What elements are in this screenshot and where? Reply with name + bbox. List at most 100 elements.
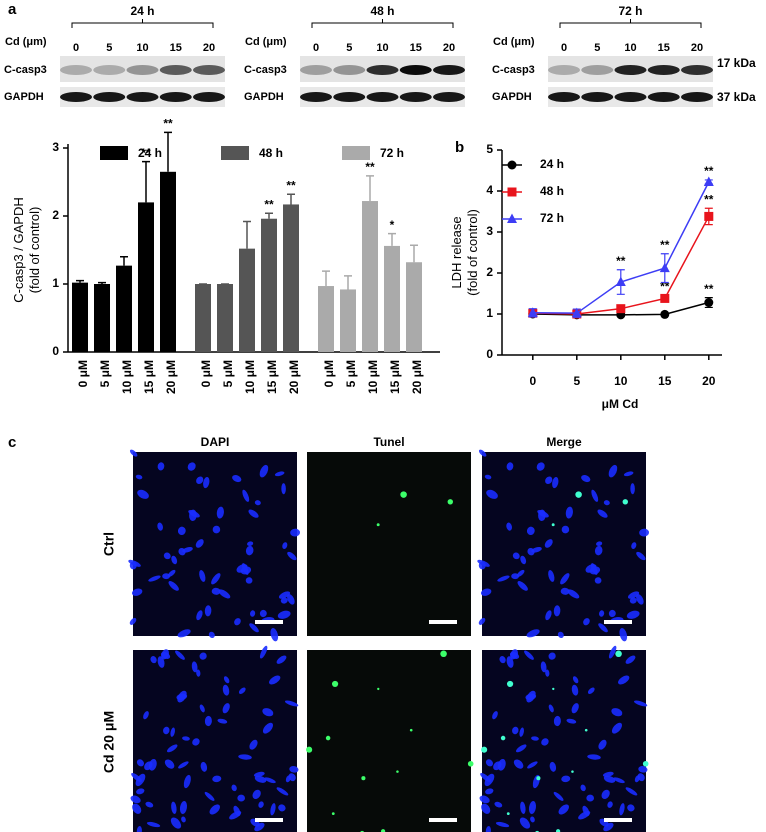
point: [660, 309, 670, 319]
nucleus: [259, 645, 268, 659]
nucleus: [258, 801, 264, 808]
y-tick-label: 3: [52, 140, 59, 154]
y-tick-label: 5: [486, 142, 493, 156]
nucleus: [477, 559, 490, 567]
band: [193, 65, 225, 75]
nucleus: [481, 803, 491, 814]
nucleus: [150, 656, 157, 664]
x-tick-label: 20 μM: [164, 360, 178, 394]
nucleus: [506, 462, 514, 471]
nucleus: [170, 817, 182, 829]
nucleus: [259, 609, 267, 618]
nucleus: [136, 759, 144, 767]
nucleus: [607, 801, 613, 808]
error-bar: [322, 270, 330, 287]
tunel-dot: [331, 680, 339, 688]
tunel-dot: [500, 735, 506, 741]
error-bar: [243, 220, 251, 249]
scale-bar: [604, 620, 632, 624]
band: [581, 65, 614, 75]
tunel-dot: [622, 499, 629, 505]
nucleus: [277, 610, 291, 619]
dose-label: Cd (μm): [493, 36, 535, 48]
nucleus: [242, 489, 250, 502]
nucleus: [234, 618, 241, 626]
nucleus: [168, 581, 179, 591]
row-label: Ctrl: [101, 532, 117, 556]
nucleus: [626, 610, 640, 619]
error-bar: [120, 256, 128, 266]
tunel-dot: [396, 770, 399, 773]
error-bar: [98, 281, 106, 284]
nucleus: [129, 617, 137, 625]
nucleus: [558, 804, 569, 815]
nucleus: [526, 629, 540, 638]
scale-bar: [604, 818, 632, 822]
nucleus: [603, 822, 614, 832]
tunel-dot: [447, 499, 454, 505]
nucleus: [204, 715, 212, 727]
nucleus: [252, 789, 261, 800]
nucleus: [171, 801, 177, 815]
blot-time: 48 h: [370, 4, 394, 18]
nucleus: [538, 509, 546, 521]
legend-label: 72 h: [540, 211, 564, 225]
nucleus: [179, 800, 188, 815]
bar: [94, 284, 110, 352]
nucleus: [585, 564, 597, 573]
x-tick-label: 20 μM: [287, 360, 301, 394]
nucleus: [249, 623, 259, 633]
nucleus: [281, 483, 286, 495]
error-bar: [265, 212, 273, 219]
bar: [340, 289, 356, 352]
micrograph: [130, 645, 299, 832]
nucleus: [572, 676, 579, 684]
row-label: GAPDH: [492, 91, 532, 103]
micrograph: [128, 449, 301, 642]
x-tick-label: 0 μM: [199, 360, 213, 387]
x-tick-label: 20: [702, 374, 716, 388]
nucleus: [513, 759, 524, 769]
error-bar: [142, 160, 150, 203]
nucleus: [178, 761, 189, 769]
nucleus: [479, 795, 490, 804]
nucleus: [587, 754, 601, 760]
nucleus: [130, 795, 141, 804]
nucleus: [553, 605, 561, 617]
nucleus: [278, 804, 286, 812]
nucleus: [629, 597, 637, 604]
tunel-dot: [552, 687, 555, 691]
nucleus: [161, 649, 169, 660]
nucleus: [515, 744, 527, 753]
nucleus: [553, 715, 561, 727]
nucleus: [287, 551, 297, 561]
nucleus: [212, 525, 221, 534]
nucleus: [135, 474, 143, 480]
nucleus: [204, 791, 215, 801]
lane-label: 5: [346, 42, 352, 54]
nucleus: [131, 588, 143, 596]
nucleus: [212, 775, 222, 783]
nucleus: [175, 650, 185, 660]
bar: [362, 201, 378, 352]
band: [433, 65, 465, 75]
nucleus: [170, 727, 175, 737]
nucleus: [136, 826, 142, 832]
nucleus: [598, 623, 608, 633]
nucleus: [211, 587, 221, 595]
nucleus: [247, 541, 254, 546]
lane-label: 15: [170, 42, 182, 54]
lane-label: 15: [410, 42, 422, 54]
nucleus: [594, 545, 603, 556]
tunel-dot: [325, 735, 331, 741]
point: [507, 187, 517, 197]
nucleus: [182, 736, 190, 741]
band: [399, 65, 432, 75]
nucleus: [492, 711, 498, 720]
significance: **: [616, 254, 626, 268]
nucleus: [189, 509, 197, 521]
nucleus: [177, 526, 186, 536]
nucleus: [608, 609, 616, 618]
error-bar: [344, 275, 352, 290]
nucleus: [499, 656, 506, 664]
